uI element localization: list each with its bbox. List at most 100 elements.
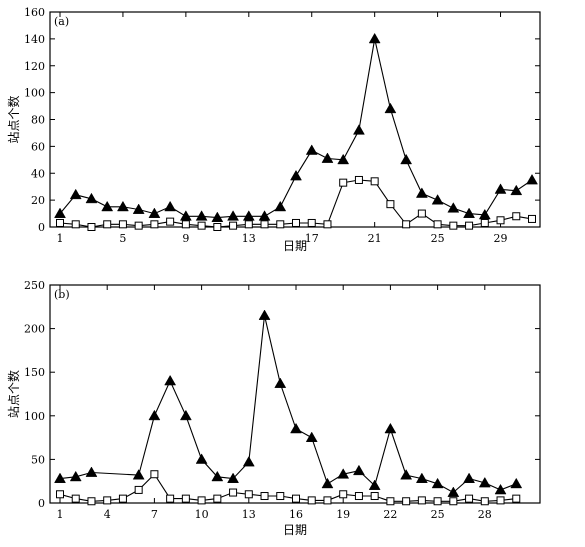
x-tick-label: 13 xyxy=(242,232,256,245)
triangle-marker xyxy=(195,453,208,464)
y-tick-label: 50 xyxy=(31,453,45,466)
x-tick-label: 25 xyxy=(431,232,445,245)
y-tick-label: 100 xyxy=(24,87,45,100)
y-axis-title: 站点个数 xyxy=(6,95,21,143)
y-tick-label: 0 xyxy=(38,221,45,234)
triangle-marker xyxy=(431,477,444,489)
triangle-marker xyxy=(478,476,491,488)
square-marker xyxy=(480,218,489,227)
triangle-marker xyxy=(69,188,82,200)
triangle-marker xyxy=(415,187,428,198)
series-line-2 xyxy=(59,473,517,502)
x-tick-label: 1 xyxy=(57,232,64,245)
y-tick-label: 100 xyxy=(24,410,45,423)
square-marker xyxy=(449,497,458,506)
panel-label: (b) xyxy=(54,288,70,301)
triangle-marker xyxy=(211,470,224,482)
y-tick-label: 20 xyxy=(31,194,45,207)
triangle-marker xyxy=(290,169,302,181)
triangle-marker xyxy=(305,144,318,155)
triangle-marker xyxy=(447,486,460,497)
triangle-marker xyxy=(290,422,302,434)
triangle-marker xyxy=(526,173,538,185)
triangle-marker xyxy=(353,124,365,135)
x-tick-label: 10 xyxy=(195,508,209,521)
y-tick-label: 200 xyxy=(24,323,45,336)
square-marker xyxy=(402,220,411,229)
square-marker xyxy=(229,488,238,497)
triangle-marker xyxy=(148,207,161,218)
chart-panel-b: (b) 0 50 100 150 200 250 1 4 7 10 13 16 19 22 25 28 日期 站点个… xyxy=(6,279,541,537)
square-marker xyxy=(528,214,536,223)
triangle-marker xyxy=(321,152,334,163)
chart-panel-a: (a) 0 20 40 60 80 100 120 140 160 1 5 9 13 17 21 25 29 日期 站… xyxy=(6,6,541,253)
y-tick-label: 60 xyxy=(31,140,45,153)
triangle-marker xyxy=(132,203,145,214)
square-marker xyxy=(103,220,112,229)
square-marker xyxy=(480,497,489,506)
square-marker xyxy=(496,216,505,225)
triangle-marker xyxy=(337,153,350,165)
x-tick-label: 25 xyxy=(431,508,445,521)
y-tick-label: 80 xyxy=(31,114,45,127)
triangle-marker xyxy=(179,409,192,421)
square-marker xyxy=(339,178,348,187)
x-tick-label: 17 xyxy=(305,232,319,245)
y-tick-label: 250 xyxy=(24,279,45,292)
square-marker xyxy=(244,220,253,229)
triangle-marker xyxy=(85,192,98,204)
square-marker xyxy=(229,221,238,230)
triangle-marker xyxy=(384,102,397,114)
triangle-marker xyxy=(400,469,413,480)
triangle-marker xyxy=(431,194,444,205)
square-marker xyxy=(402,497,411,506)
square-marker xyxy=(276,220,285,229)
y-axis-title: 站点个数 xyxy=(6,370,21,418)
triangle-marker xyxy=(274,200,287,212)
plot-frame xyxy=(49,284,541,504)
y-tick-label: 120 xyxy=(24,60,45,73)
square-marker xyxy=(150,470,159,479)
triangle-marker xyxy=(227,210,239,221)
square-marker xyxy=(103,496,112,505)
square-marker xyxy=(512,212,521,221)
triangle-marker xyxy=(54,207,66,218)
square-marker xyxy=(354,492,363,501)
triangle-marker xyxy=(368,479,381,490)
triangle-marker xyxy=(494,183,507,194)
triangle-marker xyxy=(463,472,475,483)
x-tick-label: 9 xyxy=(182,232,189,245)
square-marker xyxy=(87,497,96,506)
square-marker xyxy=(370,492,379,501)
y-tick-label: 140 xyxy=(24,33,45,46)
triangle-marker xyxy=(117,200,129,212)
y-tick-label: 150 xyxy=(24,366,45,379)
square-marker xyxy=(244,490,253,499)
triangle-marker xyxy=(400,153,413,165)
x-tick-label: 28 xyxy=(478,508,492,521)
triangle-marker xyxy=(54,472,66,483)
triangle-marker xyxy=(510,477,523,489)
square-marker xyxy=(307,496,316,505)
square-marker xyxy=(323,496,332,505)
triangle-marker xyxy=(368,32,381,44)
square-marker xyxy=(87,223,96,231)
square-marker xyxy=(465,494,474,503)
plot-frame xyxy=(49,11,541,228)
series-line-1 xyxy=(59,38,533,219)
triangle-marker xyxy=(274,377,287,388)
square-marker xyxy=(386,497,395,506)
square-marker xyxy=(118,220,127,229)
triangle-marker xyxy=(415,472,428,483)
x-tick-label: 22 xyxy=(383,508,397,521)
square-marker xyxy=(213,494,222,503)
x-tick-label: 4 xyxy=(104,508,111,521)
triangle-marker xyxy=(85,466,98,477)
triangle-marker xyxy=(195,210,208,221)
square-marker xyxy=(56,490,64,499)
square-marker xyxy=(292,218,300,227)
square-marker xyxy=(118,494,127,503)
triangle-marker xyxy=(164,200,177,212)
square-marker xyxy=(433,497,442,506)
